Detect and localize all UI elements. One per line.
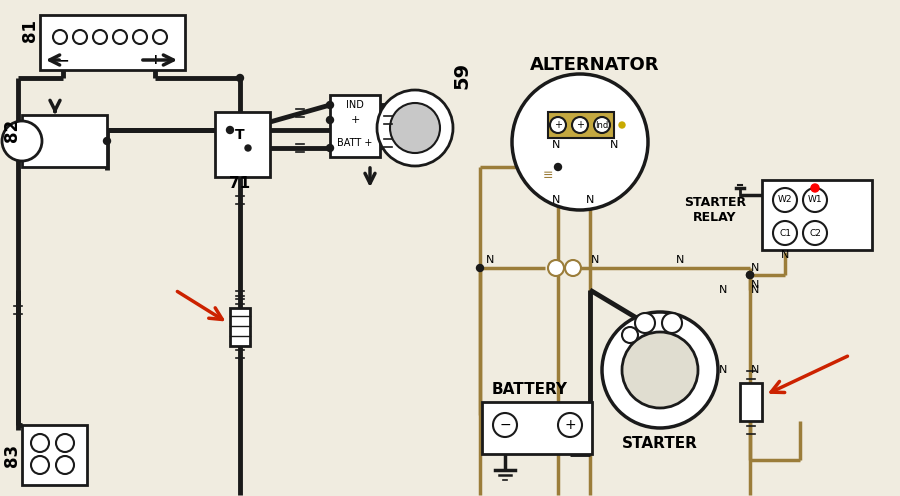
Bar: [482, 402, 592, 454]
Text: N: N: [552, 195, 560, 205]
Bar: [22, 115, 107, 167]
Circle shape: [493, 413, 517, 437]
Text: BATTERY: BATTERY: [492, 382, 568, 397]
Text: +: +: [149, 53, 161, 67]
Text: W1: W1: [807, 195, 823, 204]
Circle shape: [550, 117, 566, 133]
Circle shape: [56, 456, 74, 474]
Circle shape: [554, 164, 562, 171]
Text: 82: 82: [3, 119, 21, 141]
Text: N: N: [676, 255, 684, 265]
Text: ALTERNATOR: ALTERNATOR: [530, 56, 660, 74]
Text: STARTER: STARTER: [622, 435, 698, 450]
Circle shape: [327, 117, 334, 124]
Text: +: +: [564, 418, 576, 432]
Text: N: N: [719, 365, 727, 375]
Circle shape: [390, 103, 440, 153]
Circle shape: [133, 30, 147, 44]
Bar: [548, 112, 614, 138]
Text: STARTER
RELAY: STARTER RELAY: [684, 196, 746, 224]
Text: N: N: [610, 140, 618, 150]
Circle shape: [558, 413, 582, 437]
Bar: [330, 95, 380, 157]
Text: N: N: [590, 255, 599, 265]
Circle shape: [512, 74, 648, 210]
Circle shape: [622, 327, 638, 343]
Circle shape: [635, 313, 655, 333]
Circle shape: [746, 271, 753, 278]
Text: +: +: [576, 120, 584, 130]
Circle shape: [31, 434, 49, 452]
Circle shape: [327, 102, 334, 109]
Circle shape: [227, 126, 233, 133]
Circle shape: [594, 117, 610, 133]
Bar: [40, 15, 185, 70]
Text: N: N: [486, 255, 494, 265]
Text: N: N: [751, 263, 760, 273]
Text: Ind: Ind: [596, 121, 608, 129]
Text: +: +: [554, 120, 562, 130]
Bar: [762, 180, 872, 250]
Circle shape: [93, 30, 107, 44]
Circle shape: [622, 332, 698, 408]
Text: 83: 83: [3, 443, 21, 467]
Circle shape: [153, 30, 167, 44]
Bar: [230, 308, 250, 346]
Circle shape: [53, 30, 67, 44]
Circle shape: [476, 264, 483, 271]
Text: N: N: [751, 285, 760, 295]
Text: −: −: [500, 418, 511, 432]
Text: −: −: [58, 53, 68, 67]
Text: N: N: [552, 140, 560, 150]
Text: W2: W2: [778, 195, 792, 204]
Text: N: N: [586, 195, 594, 205]
Text: BATT +: BATT +: [338, 138, 373, 148]
Circle shape: [104, 137, 111, 144]
Circle shape: [803, 188, 827, 212]
Circle shape: [327, 144, 334, 151]
Text: C2: C2: [809, 229, 821, 238]
Text: N: N: [751, 365, 760, 375]
Text: N: N: [781, 250, 789, 260]
Bar: [740, 383, 762, 421]
Text: 81: 81: [21, 18, 39, 42]
Circle shape: [56, 434, 74, 452]
Bar: [215, 112, 270, 177]
Circle shape: [548, 260, 564, 276]
Circle shape: [811, 184, 819, 192]
Text: ≡: ≡: [543, 169, 553, 182]
Circle shape: [803, 221, 827, 245]
Text: N: N: [719, 285, 727, 295]
Circle shape: [602, 312, 718, 428]
Text: IND: IND: [346, 100, 364, 110]
Bar: [22, 425, 87, 485]
Text: N: N: [751, 280, 760, 290]
Circle shape: [662, 313, 682, 333]
Text: +: +: [350, 115, 360, 125]
Text: 71: 71: [230, 176, 250, 190]
Circle shape: [773, 188, 797, 212]
Circle shape: [31, 456, 49, 474]
Circle shape: [245, 145, 251, 151]
Circle shape: [237, 74, 244, 81]
Circle shape: [73, 30, 87, 44]
Circle shape: [565, 260, 581, 276]
Circle shape: [2, 121, 42, 161]
Circle shape: [619, 122, 625, 128]
Circle shape: [377, 90, 453, 166]
Text: C1: C1: [779, 229, 791, 238]
Circle shape: [746, 271, 753, 278]
Circle shape: [773, 221, 797, 245]
Circle shape: [113, 30, 127, 44]
Text: 59: 59: [453, 62, 472, 89]
Text: T: T: [235, 128, 245, 142]
Circle shape: [572, 117, 588, 133]
